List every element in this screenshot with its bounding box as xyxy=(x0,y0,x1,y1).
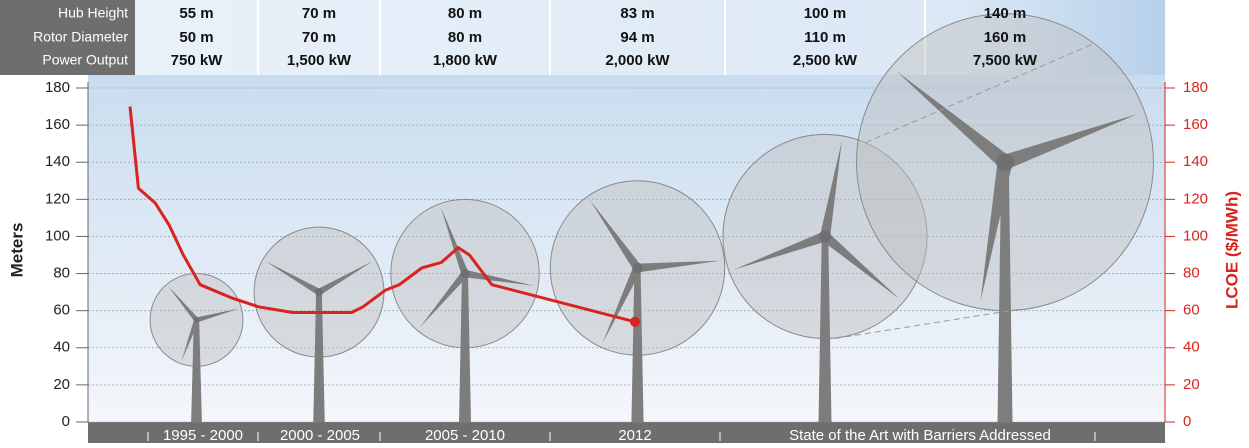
y2-tick-label: 120 xyxy=(1183,190,1208,207)
nacelle xyxy=(461,269,470,278)
y2-tick-label: 40 xyxy=(1183,339,1200,356)
nacelle xyxy=(632,263,642,273)
y2-tick-label: 100 xyxy=(1183,227,1208,244)
lcoe-end-point xyxy=(630,317,640,327)
y-tick-label: 160 xyxy=(45,116,70,133)
nacelle xyxy=(819,230,831,242)
header-row-label: Power Output xyxy=(42,52,128,68)
y2-tick-label: 60 xyxy=(1183,302,1200,319)
x-tick-label: 2012 xyxy=(618,427,651,443)
y2-tick-label: 140 xyxy=(1183,153,1208,170)
y-tick-label: 180 xyxy=(45,79,70,96)
y-tick-label: 120 xyxy=(45,190,70,207)
x-tick-label: 2000 - 2005 xyxy=(280,427,360,443)
nacelle xyxy=(315,288,323,296)
y-tick-label: 60 xyxy=(53,302,70,319)
header-value: 55 m xyxy=(179,5,213,22)
nacelle xyxy=(996,153,1014,171)
y2-axis-label: LCOE ($/MWh) xyxy=(1222,191,1241,309)
y-tick-label: 0 xyxy=(62,413,70,430)
header-value: 70 m xyxy=(302,29,336,46)
header-value: 70 m xyxy=(302,5,336,22)
header-value: 2,000 kW xyxy=(605,52,670,69)
header-value: 83 m xyxy=(620,5,654,22)
y-tick-label: 20 xyxy=(53,376,70,393)
header-value: 1,500 kW xyxy=(287,52,352,69)
header-value: 2,500 kW xyxy=(793,52,858,69)
y-tick-label: 40 xyxy=(53,339,70,356)
y-tick-label: 140 xyxy=(45,153,70,170)
x-tick-label: State of the Art with Barriers Addressed xyxy=(789,427,1051,443)
header-value: 1,800 kW xyxy=(433,52,498,69)
header-row-label: Rotor Diameter xyxy=(33,29,128,45)
header-row-label: Hub Height xyxy=(58,5,128,21)
header-value: 100 m xyxy=(804,5,847,22)
header-value: 50 m xyxy=(179,29,213,46)
header-value: 7,500 kW xyxy=(973,52,1038,69)
header-value: 750 kW xyxy=(171,52,224,69)
header-value: 80 m xyxy=(448,29,482,46)
y2-tick-label: 80 xyxy=(1183,265,1200,282)
header-value: 140 m xyxy=(984,5,1027,22)
y-tick-label: 80 xyxy=(53,265,70,282)
header-value: 94 m xyxy=(620,29,654,46)
y2-tick-label: 0 xyxy=(1183,413,1191,430)
y-tick-label: 100 xyxy=(45,227,70,244)
chart: 0 20 40 60 80 100 120 140 160 180 0 20 40 60 80 100 120 1… xyxy=(0,0,1249,443)
y2-tick-label: 160 xyxy=(1183,116,1208,133)
x-tick-label: 2005 - 2010 xyxy=(425,427,505,443)
y2-tick-label: 180 xyxy=(1183,79,1208,96)
header-value: 80 m xyxy=(448,5,482,22)
y2-tick-label: 20 xyxy=(1183,376,1200,393)
y-axis-label: Meters xyxy=(7,223,26,278)
nacelle xyxy=(194,317,200,323)
header-value: 160 m xyxy=(984,29,1027,46)
x-tick-label: 1995 - 2000 xyxy=(163,427,243,443)
header-value: 110 m xyxy=(804,29,846,46)
